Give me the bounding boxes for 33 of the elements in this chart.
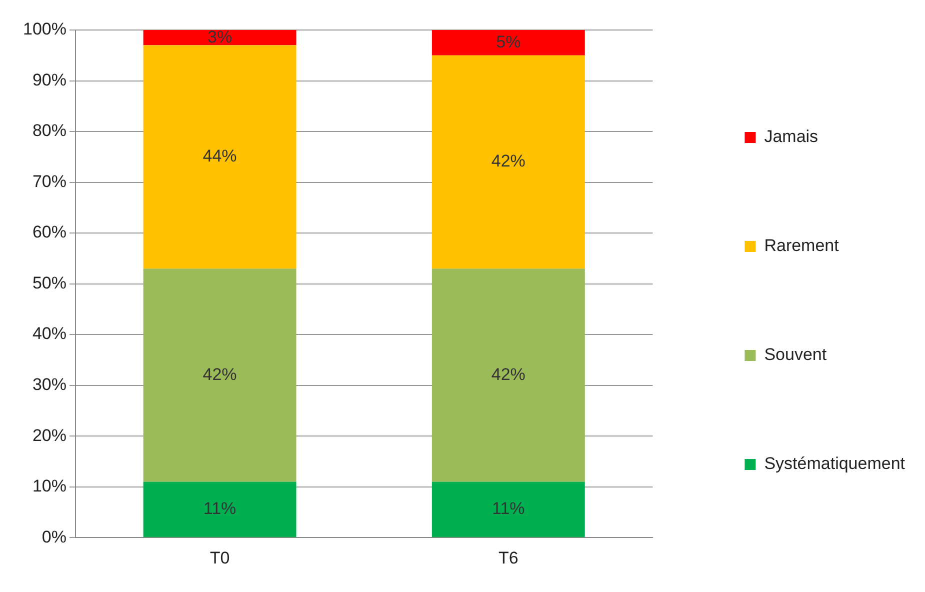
y-tick-label: 100% — [22, 20, 66, 39]
y-tick-label: 10% — [32, 476, 66, 496]
bar — [143, 268, 296, 482]
bar — [143, 482, 296, 538]
y-tick-label: 70% — [32, 172, 66, 191]
bar — [143, 30, 296, 46]
bar — [143, 45, 296, 269]
y-tick-label: 40% — [32, 324, 66, 344]
data-label: 5% — [496, 32, 521, 52]
legend-label: Systématiquement — [764, 454, 906, 474]
legend-label: Souvent — [764, 345, 827, 364]
y-tick-label: 60% — [32, 222, 66, 242]
data-label: 3% — [208, 27, 232, 46]
data-label: 42% — [491, 152, 526, 171]
y-tick-label: 30% — [32, 375, 66, 394]
y-tick-label: 50% — [32, 273, 66, 292]
bar — [432, 482, 585, 538]
bar — [432, 55, 585, 269]
y-tick-label: 90% — [32, 70, 66, 90]
y-tick-label: 80% — [32, 121, 66, 140]
data-label: 11% — [203, 499, 236, 518]
data-label: 42% — [202, 364, 237, 384]
legend-label: Rarement — [764, 236, 840, 256]
x-tick-label: T6 — [498, 548, 518, 568]
data-label: 42% — [491, 364, 526, 384]
y-tick-label: 20% — [32, 426, 66, 445]
x-tick-label: T0 — [210, 548, 230, 568]
legend-label: Jamais — [764, 127, 818, 146]
y-tick-label: 0% — [42, 527, 66, 546]
bar — [432, 268, 585, 482]
bar — [432, 30, 585, 56]
data-label: 44% — [202, 146, 237, 166]
data-label: 11% — [492, 499, 525, 518]
